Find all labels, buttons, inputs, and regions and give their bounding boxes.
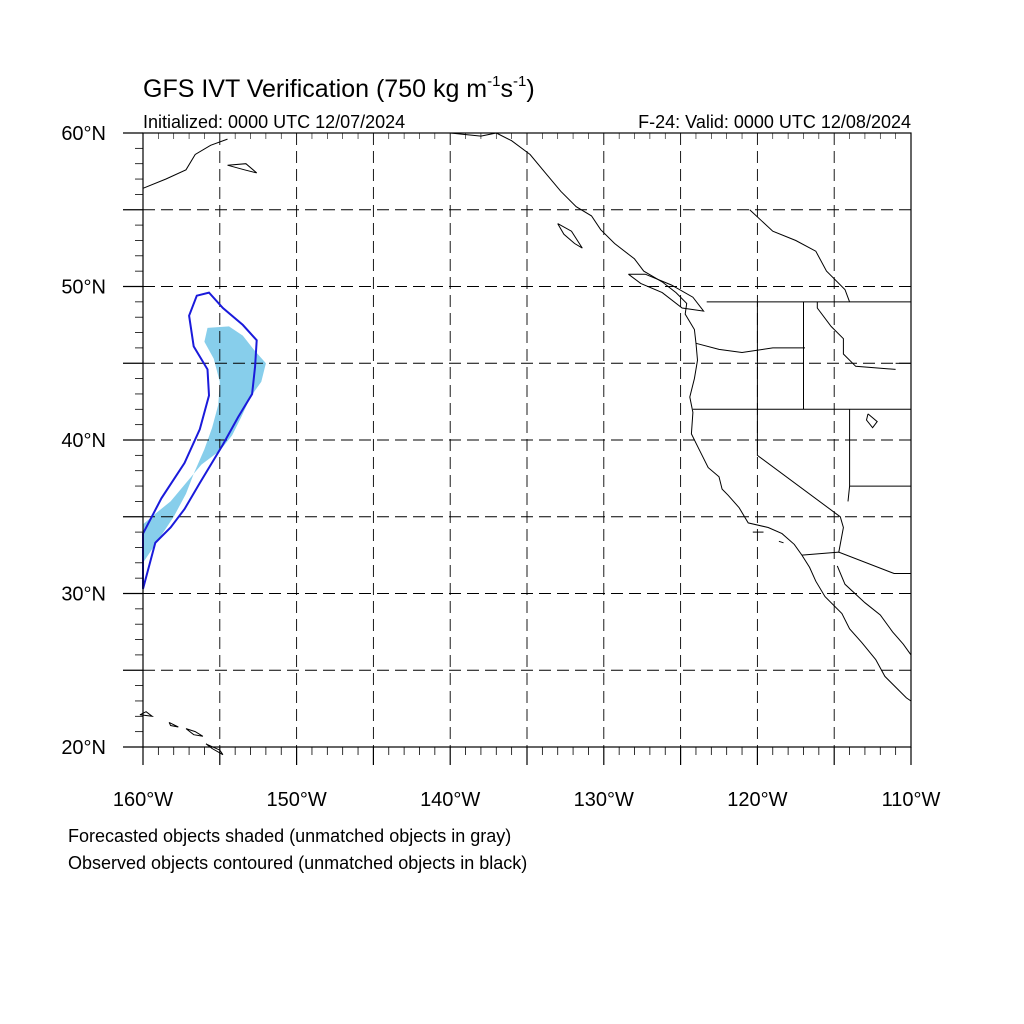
coastline-segment <box>778 540 784 544</box>
init-time-label: Initialized: 0000 UTC 12/07/2024 <box>143 112 405 132</box>
coastline-segment <box>865 413 878 429</box>
coastline-segment <box>756 409 844 553</box>
forecast-object <box>143 326 266 563</box>
lon-tick-label: 120°W <box>727 789 787 811</box>
coastline-segment <box>139 711 154 718</box>
graticule <box>143 133 911 747</box>
coastlines <box>139 132 912 756</box>
map-border <box>142 132 912 748</box>
coastline-segment <box>557 223 583 249</box>
coastline-segment <box>168 721 179 728</box>
coastline-segment <box>749 209 851 303</box>
coastline-segment <box>496 132 912 702</box>
lon-tick-label: 140°W <box>420 789 480 811</box>
coastline-segment <box>628 273 705 312</box>
caption-observed: Observed objects contoured (unmatched ob… <box>68 853 528 873</box>
coastline-segment <box>847 409 851 502</box>
coastline-segment <box>801 551 911 574</box>
lat-tick-label: 60°N <box>61 123 106 145</box>
observed-objects <box>142 291 258 590</box>
lat-tick-label: 20°N <box>61 737 106 759</box>
coastline-segment <box>816 301 896 370</box>
caption-forecast: Forecasted objects shaded (unmatched obj… <box>68 826 512 846</box>
observed-object-contour <box>142 291 258 590</box>
lon-tick-label: 130°W <box>574 789 634 811</box>
lat-tick-label: 50°N <box>61 277 106 299</box>
coastline-segment <box>185 728 204 737</box>
coastline-segment <box>227 163 258 174</box>
lon-tick-label: 150°W <box>266 789 326 811</box>
figure-title: GFS IVT Verification (750 kg m-1s-1) <box>143 73 535 103</box>
lon-tick-label: 160°W <box>113 789 173 811</box>
lat-tick-label: 40°N <box>61 430 106 452</box>
forecast-objects <box>143 326 266 563</box>
coastline-segment <box>142 138 228 189</box>
axis-labels: 160°W 150°W 140°W 130°W 120°W 110°W 60°N 50°N 40… <box>61 123 940 811</box>
map-panel <box>123 132 912 765</box>
lon-tick-label: 110°W <box>882 789 941 811</box>
lat-tick-label: 30°N <box>61 584 106 606</box>
axis-ticks <box>123 132 912 765</box>
coastline-segment <box>695 342 805 354</box>
coastline-segment <box>836 565 912 656</box>
valid-time-label: F-24: Valid: 0000 UTC 12/08/2024 <box>638 112 911 132</box>
